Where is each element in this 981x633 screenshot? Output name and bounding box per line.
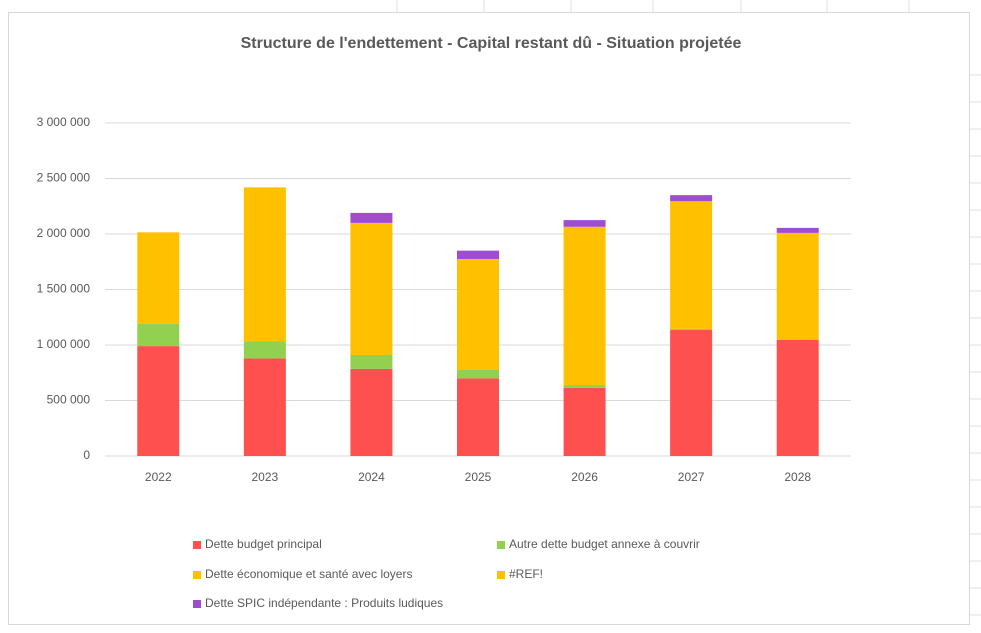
bar-segment [670, 201, 713, 329]
legend-swatch [193, 571, 201, 579]
y-tick-label: 500 000 [47, 393, 91, 407]
legend-label: Autre dette budget annexe à couvrir [509, 537, 700, 551]
y-tick-label: 1 500 000 [37, 282, 91, 296]
legend-swatch [497, 571, 505, 579]
y-tick-label: 2 000 000 [37, 226, 91, 240]
bar-segment [350, 354, 393, 369]
legend-swatch [193, 541, 201, 549]
bar-segment [563, 387, 606, 456]
x-tick-label: 2023 [252, 470, 279, 484]
bar-segment [776, 340, 819, 456]
bar-segment [457, 369, 499, 379]
bar-segment [243, 358, 286, 456]
bar-segment [243, 187, 286, 342]
bar-segment [137, 323, 180, 347]
legend-swatch [497, 541, 505, 549]
bar-segment [776, 232, 819, 341]
bar-segment [243, 341, 286, 359]
bar-segment [137, 346, 180, 456]
bar-segment [137, 232, 180, 324]
bar-segment [350, 212, 393, 223]
bar-segment [563, 220, 606, 227]
y-tick-label: 3 000 000 [37, 115, 91, 129]
bar-segment [350, 222, 393, 355]
x-tick-label: 2022 [145, 470, 172, 484]
x-tick-label: 2024 [358, 470, 385, 484]
x-tick-label: 2026 [571, 470, 598, 484]
bar-segment [563, 384, 606, 388]
x-tick-label: 2025 [465, 470, 492, 484]
bar-segment [670, 328, 713, 331]
bar-segment [670, 195, 713, 202]
x-tick-label: 2028 [784, 470, 811, 484]
bar-segment [670, 330, 713, 456]
y-tick-label: 0 [83, 448, 90, 462]
chart-title: Structure de l'endettement - Capital res… [241, 35, 742, 52]
legend-label: #REF! [509, 567, 543, 581]
y-tick-label: 1 000 000 [37, 337, 91, 351]
x-tick-label: 2027 [678, 470, 705, 484]
bar-segment [457, 258, 499, 370]
bar-segment [457, 378, 499, 456]
bar-segment [776, 227, 819, 233]
bar-segment [457, 250, 499, 259]
bar-segment [350, 368, 393, 456]
sheet-grid [396, 0, 981, 616]
y-tick-label: 2 500 000 [37, 171, 91, 185]
legend-label: Dette économique et santé avec loyers [205, 567, 412, 581]
legend-label: Dette budget principal [205, 537, 322, 551]
bar-segment [563, 226, 606, 385]
legend-swatch [193, 600, 201, 608]
legend-label: Dette SPIC indépendante : Produits ludiq… [205, 596, 443, 610]
